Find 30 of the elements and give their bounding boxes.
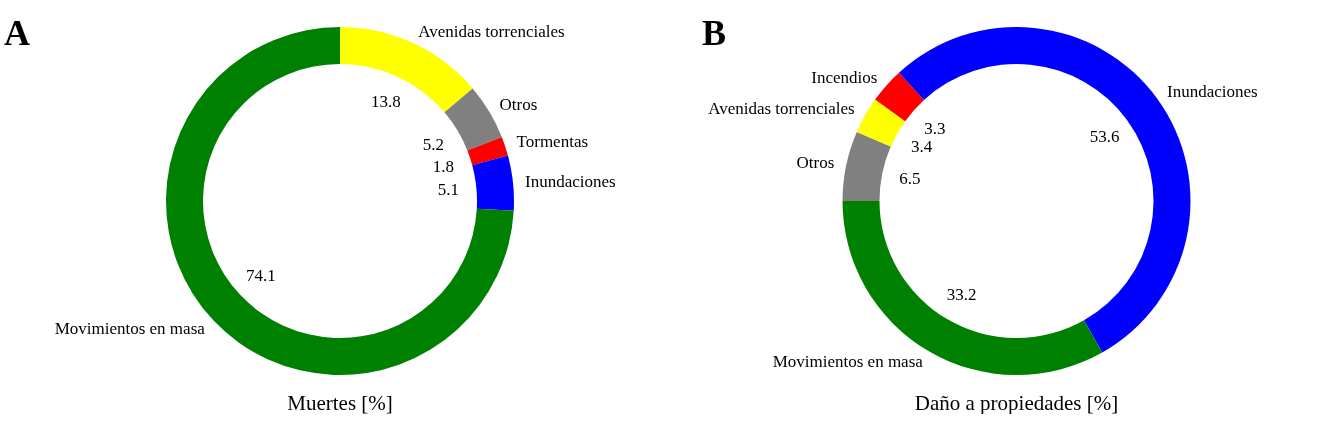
donut-slice <box>842 131 891 201</box>
slice-label: Inundaciones <box>1166 81 1258 101</box>
text: B <box>702 13 727 53</box>
slice-label: Movimientos en masa <box>772 351 924 371</box>
data-label: 5.2 <box>422 134 445 154</box>
text: Daño a propiedades [%] <box>914 391 1119 415</box>
slice-label: Otros <box>499 95 538 115</box>
data-label: 6.5 <box>899 168 921 188</box>
slice-label: Otros <box>796 153 835 173</box>
donut-slice <box>875 72 924 122</box>
donut-slice <box>444 88 502 151</box>
donut-slice <box>856 99 906 147</box>
data-label: 3.3 <box>924 118 946 138</box>
data-label: 3.4 <box>911 137 933 157</box>
data-label: 5.1 <box>437 179 460 199</box>
slice-label: Tormentas <box>516 132 589 152</box>
slice-label: Incendios <box>811 67 878 87</box>
donut-slice <box>472 155 514 211</box>
slice-label: Avenidas torrenciales <box>418 22 565 42</box>
data-label: 53.6 <box>1089 126 1120 146</box>
text: Muertes [%] <box>287 391 393 415</box>
slice-label: Movimientos en masa <box>54 318 206 338</box>
data-label: 74.1 <box>245 265 276 285</box>
text: A <box>4 13 30 53</box>
data-label: 1.8 <box>432 156 455 176</box>
data-label: 33.2 <box>946 285 977 305</box>
donut-slice <box>467 136 508 166</box>
data-label: 13.8 <box>370 92 401 112</box>
slice-label: Inundaciones <box>525 171 616 191</box>
slice-label: Avenidas torrenciales <box>708 99 855 119</box>
